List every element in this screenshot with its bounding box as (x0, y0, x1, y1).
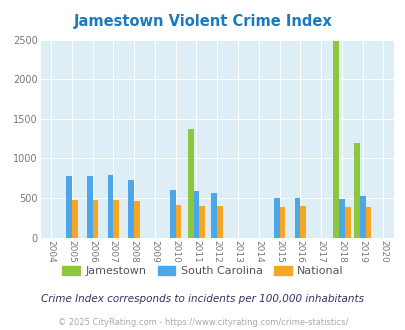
Bar (199, 206, 205, 238)
Bar (333, 41, 338, 238)
Bar (294, 198, 300, 238)
Bar (87, 176, 92, 238)
Text: © 2025 CityRating.com - https://www.cityrating.com/crime-statistics/: © 2025 CityRating.com - https://www.city… (58, 318, 347, 327)
Bar (359, 196, 364, 238)
Bar (344, 207, 350, 238)
Text: Jamestown Violent Crime Index: Jamestown Violent Crime Index (73, 14, 332, 29)
Bar (193, 191, 199, 238)
Bar (353, 143, 359, 238)
Bar (72, 200, 77, 238)
Bar (364, 207, 371, 238)
Bar (169, 190, 175, 238)
Text: Crime Index corresponds to incidents per 100,000 inhabitants: Crime Index corresponds to incidents per… (41, 294, 364, 304)
Bar (134, 201, 140, 238)
Bar (66, 176, 72, 238)
Bar (175, 205, 181, 238)
Bar (128, 180, 134, 238)
Legend: Jamestown, South Carolina, National: Jamestown, South Carolina, National (58, 261, 347, 280)
Bar (338, 199, 344, 238)
Bar (92, 200, 98, 238)
Bar (211, 193, 217, 238)
Bar (300, 206, 305, 238)
Bar (187, 129, 193, 238)
Bar (273, 198, 279, 238)
Bar (107, 175, 113, 238)
Bar (279, 207, 285, 238)
Bar (217, 206, 222, 238)
Bar (113, 200, 119, 238)
